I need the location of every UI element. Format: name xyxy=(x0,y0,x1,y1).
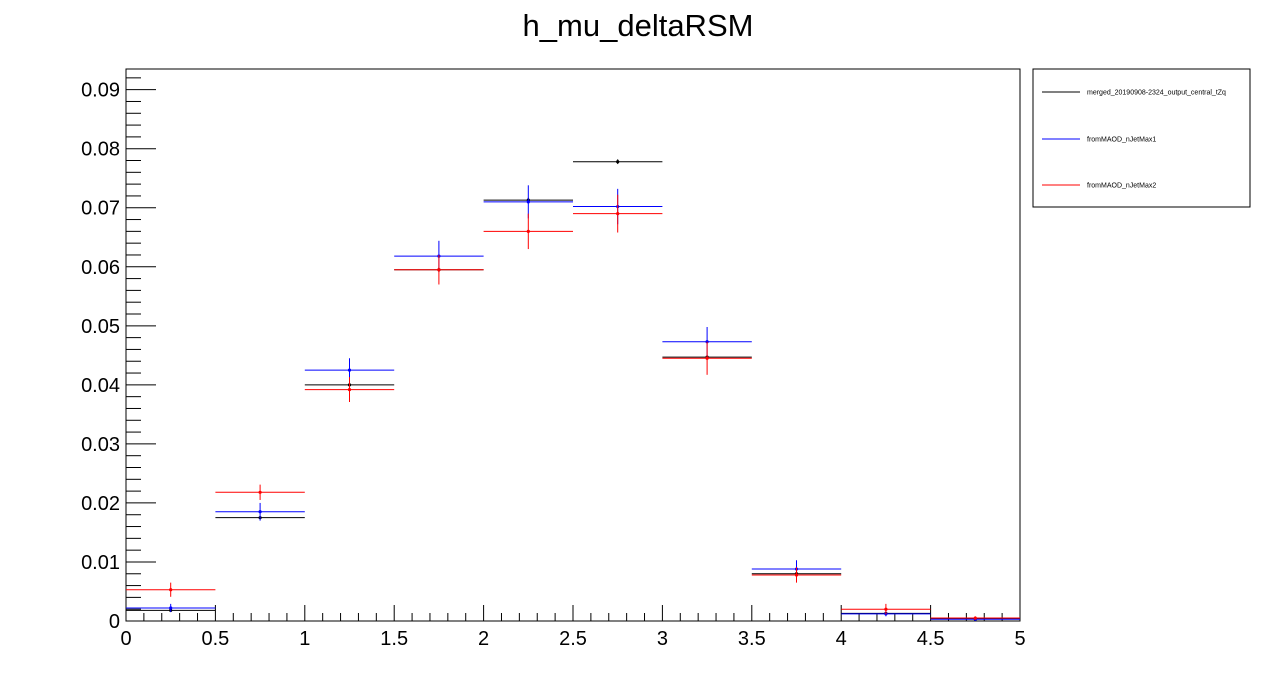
data-point xyxy=(884,607,888,611)
data-point xyxy=(347,368,352,372)
data-point xyxy=(258,510,262,514)
chart-title: h_mu_deltaRSM xyxy=(523,8,754,43)
x-tick-label: 0.5 xyxy=(201,628,229,650)
y-tick-label: 0.02 xyxy=(81,493,120,515)
data-point xyxy=(526,200,530,204)
data-point xyxy=(169,588,173,592)
y-tick-label: 0.04 xyxy=(81,375,120,397)
x-tick-label: 4 xyxy=(836,628,847,650)
legend-label: merged_20190908-2324_output_central_tZq xyxy=(1087,90,1226,97)
x-tick-label: 1.5 xyxy=(380,628,408,650)
y-tick-label: 0.08 xyxy=(81,139,120,161)
series-layer xyxy=(126,159,1020,621)
data-point xyxy=(437,268,441,272)
legend: merged_20190908-2324_output_central_tZqf… xyxy=(1032,68,1251,208)
plot-frame xyxy=(125,68,1021,622)
axes: 0 0.5 1 1.5 2 2.5 3 3.5 4 4.5 5 0 0.01 0.02 0.03 0.04 0.… xyxy=(81,77,1026,650)
x-tick-label: 1 xyxy=(299,628,310,650)
y-tick-label: 0.07 xyxy=(81,198,120,220)
y-tick-label: 0 xyxy=(109,611,120,633)
x-tick-label: 4.5 xyxy=(917,628,945,650)
data-point xyxy=(347,387,352,392)
y-tick-label: 0.06 xyxy=(81,257,120,279)
y-tick-label: 0.09 xyxy=(81,80,120,102)
data-point xyxy=(705,356,709,360)
legend-label: fromMAOD_nJetMax1 xyxy=(1087,137,1156,144)
series-3 xyxy=(126,194,1020,620)
data-point xyxy=(258,490,262,494)
y-tick-label: 0.03 xyxy=(81,434,120,456)
x-tick-label: 2 xyxy=(478,628,489,650)
legend-label: fromMAOD_nJetMax2 xyxy=(1087,183,1156,190)
data-point xyxy=(616,212,620,216)
series-1 xyxy=(126,159,1020,621)
data-point xyxy=(794,573,799,577)
x-tick-label: 5 xyxy=(1014,628,1025,650)
series-2 xyxy=(126,185,1020,621)
x-tick-label: 2.5 xyxy=(559,628,587,650)
y-tick-label: 0.05 xyxy=(81,316,120,338)
data-point xyxy=(169,606,173,610)
x-tick-label: 0 xyxy=(120,628,131,650)
data-point xyxy=(616,160,620,164)
x-tick-label: 3 xyxy=(657,628,668,650)
data-point xyxy=(973,616,977,620)
data-point xyxy=(526,229,530,233)
x-tick-label: 3.5 xyxy=(738,628,766,650)
y-tick-label: 0.01 xyxy=(81,552,120,574)
